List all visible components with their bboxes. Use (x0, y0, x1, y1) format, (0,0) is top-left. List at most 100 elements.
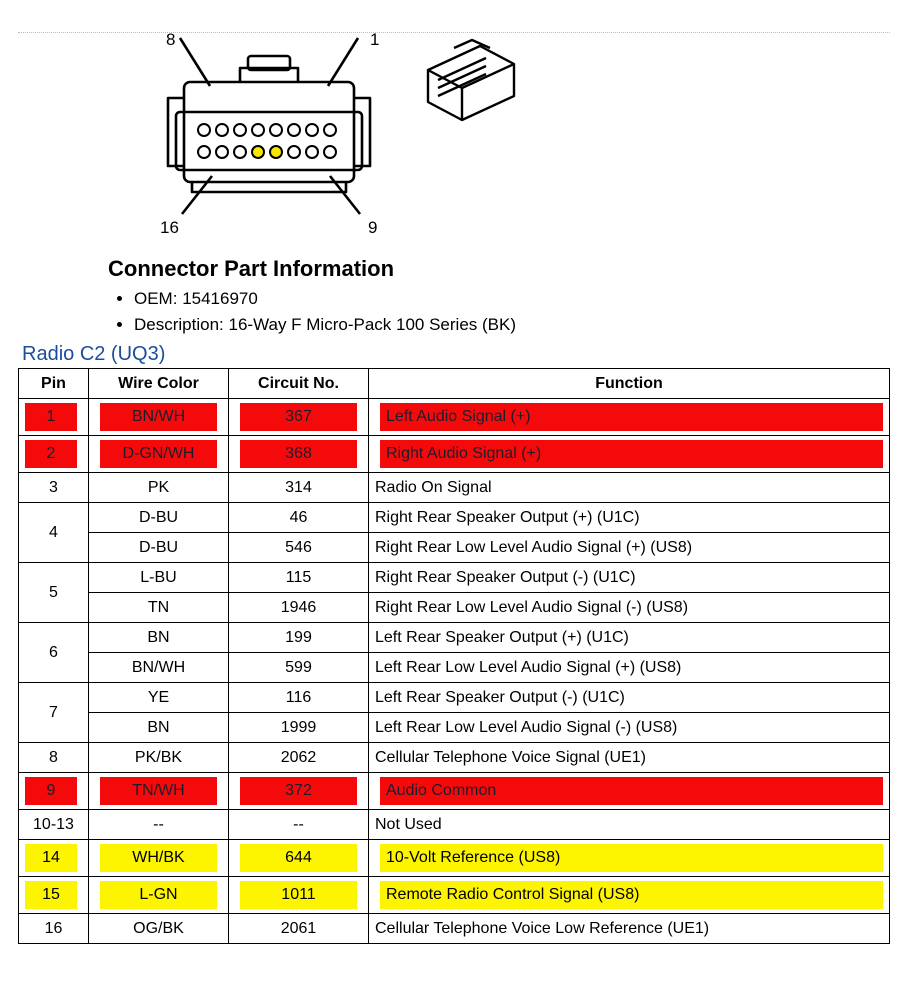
cell: 9 (19, 773, 89, 810)
cell-function: Right Rear Speaker Output (-) (U1C) (369, 563, 890, 593)
cell-wire: BN (89, 713, 229, 743)
cell: 1 (19, 399, 89, 436)
table-row: 1BN/WH367Left Audio Signal (+) (19, 399, 890, 436)
cell-function: Radio On Signal (369, 473, 890, 503)
cell-circuit: 1946 (229, 593, 369, 623)
table-header-row: Pin Wire Color Circuit No. Function (19, 369, 890, 399)
info-bullet-description: Description: 16-Way F Micro-Pack 100 Ser… (134, 312, 890, 338)
table-row: 4D-BU46Right Rear Speaker Output (+) (U1… (19, 503, 890, 533)
page: 8 1 16 9 (0, 0, 908, 984)
cell-circuit: 599 (229, 653, 369, 683)
table-row: 9TN/WH372Audio Common (19, 773, 890, 810)
table-row: 10-13----Not Used (19, 810, 890, 840)
table-row: BN1999Left Rear Low Level Audio Signal (… (19, 713, 890, 743)
table-row: 8PK/BK2062Cellular Telephone Voice Signa… (19, 743, 890, 773)
cell: 367 (229, 399, 369, 436)
cell-function: Left Rear Speaker Output (+) (U1C) (369, 623, 890, 653)
main-connector-icon (128, 26, 396, 226)
table-title: Radio C2 (UQ3) (22, 343, 890, 366)
cell-wire: TN (89, 593, 229, 623)
cell: WH/BK (89, 840, 229, 877)
cell-pin: 6 (19, 623, 89, 683)
cell-pin: 10-13 (19, 810, 89, 840)
cell-pin: 7 (19, 683, 89, 743)
info-bullet-label: OEM: (134, 289, 177, 308)
cell-function: Left Rear Speaker Output (-) (U1C) (369, 683, 890, 713)
cell-wire: D-BU (89, 533, 229, 563)
cell-pin: 8 (19, 743, 89, 773)
cell-circuit: 116 (229, 683, 369, 713)
table-row: TN1946Right Rear Low Level Audio Signal … (19, 593, 890, 623)
cell-wire: PK/BK (89, 743, 229, 773)
cell-circuit: 1999 (229, 713, 369, 743)
cell: TN/WH (89, 773, 229, 810)
cell: 14 (19, 840, 89, 877)
cell: L-GN (89, 877, 229, 914)
cell: 368 (229, 436, 369, 473)
cell-pin: 16 (19, 914, 89, 944)
cell-circuit: 2062 (229, 743, 369, 773)
cell-function: Right Rear Low Level Audio Signal (+) (U… (369, 533, 890, 563)
cell-circuit: 546 (229, 533, 369, 563)
cell: 372 (229, 773, 369, 810)
cell-pin: 4 (19, 503, 89, 563)
table-row: 6BN199Left Rear Speaker Output (+) (U1C) (19, 623, 890, 653)
cell-circuit: 2061 (229, 914, 369, 944)
table-row: 15L-GN1011Remote Radio Control Signal (U… (19, 877, 890, 914)
cell: 1011 (229, 877, 369, 914)
cell-function: Left Rear Low Level Audio Signal (-) (US… (369, 713, 890, 743)
cell-pin: 5 (19, 563, 89, 623)
col-circuit: Circuit No. (229, 369, 369, 399)
cell: 15 (19, 877, 89, 914)
connector-info-section: Connector Part Information OEM: 15416970… (18, 256, 890, 337)
cell-wire: BN/WH (89, 653, 229, 683)
cell-wire: L-BU (89, 563, 229, 593)
info-bullet-label: Description: (134, 315, 224, 334)
cell-wire: D-BU (89, 503, 229, 533)
cell-circuit: 115 (229, 563, 369, 593)
cell: D-GN/WH (89, 436, 229, 473)
cell: 2 (19, 436, 89, 473)
table-row: 14WH/BK64410-Volt Reference (US8) (19, 840, 890, 877)
cell-function: Right Rear Low Level Audio Signal (-) (U… (369, 593, 890, 623)
info-bullet-value: 16-Way F Micro-Pack 100 Series (BK) (229, 315, 517, 334)
table-row: 7YE116Left Rear Speaker Output (-) (U1C) (19, 683, 890, 713)
cell-circuit: 199 (229, 623, 369, 653)
cell: 644 (229, 840, 369, 877)
cell-wire: OG/BK (89, 914, 229, 944)
connector-info-list: OEM: 15416970 Description: 16-Way F Micr… (134, 286, 890, 337)
cell-function: Left Rear Low Level Audio Signal (+) (US… (369, 653, 890, 683)
table-row: 3PK314Radio On Signal (19, 473, 890, 503)
table-row: BN/WH599Left Rear Low Level Audio Signal… (19, 653, 890, 683)
cell-function: Audio Common (369, 773, 890, 810)
cell-function: Right Rear Speaker Output (+) (U1C) (369, 503, 890, 533)
cell-function: Left Audio Signal (+) (369, 399, 890, 436)
cell-function: Cellular Telephone Voice Low Reference (… (369, 914, 890, 944)
cell-function: Not Used (369, 810, 890, 840)
table-row: 2D-GN/WH368Right Audio Signal (+) (19, 436, 890, 473)
cell-circuit: 314 (229, 473, 369, 503)
pinout-body: 1BN/WH367Left Audio Signal (+)2D-GN/WH36… (19, 399, 890, 944)
cell-function: 10-Volt Reference (US8) (369, 840, 890, 877)
table-row: 5L-BU115Right Rear Speaker Output (-) (U… (19, 563, 890, 593)
cell-pin: 3 (19, 473, 89, 503)
info-bullet-oem: OEM: 15416970 (134, 286, 890, 312)
cell-wire: PK (89, 473, 229, 503)
table-row: D-BU546Right Rear Low Level Audio Signal… (19, 533, 890, 563)
pinout-table: Pin Wire Color Circuit No. Function 1BN/… (18, 368, 890, 944)
cell-wire: -- (89, 810, 229, 840)
cell: BN/WH (89, 399, 229, 436)
cell-function: Remote Radio Control Signal (US8) (369, 877, 890, 914)
info-bullet-value: 15416970 (182, 289, 258, 308)
cell-circuit: -- (229, 810, 369, 840)
cell-circuit: 46 (229, 503, 369, 533)
col-wire: Wire Color (89, 369, 229, 399)
cell-wire: YE (89, 683, 229, 713)
cell-function: Cellular Telephone Voice Signal (UE1) (369, 743, 890, 773)
connector-info-title: Connector Part Information (108, 256, 890, 282)
col-func: Function (369, 369, 890, 399)
col-pin: Pin (19, 369, 89, 399)
cell-wire: BN (89, 623, 229, 653)
connector-diagram: 8 1 16 9 (18, 20, 890, 250)
aux-connector-icon (414, 36, 524, 122)
